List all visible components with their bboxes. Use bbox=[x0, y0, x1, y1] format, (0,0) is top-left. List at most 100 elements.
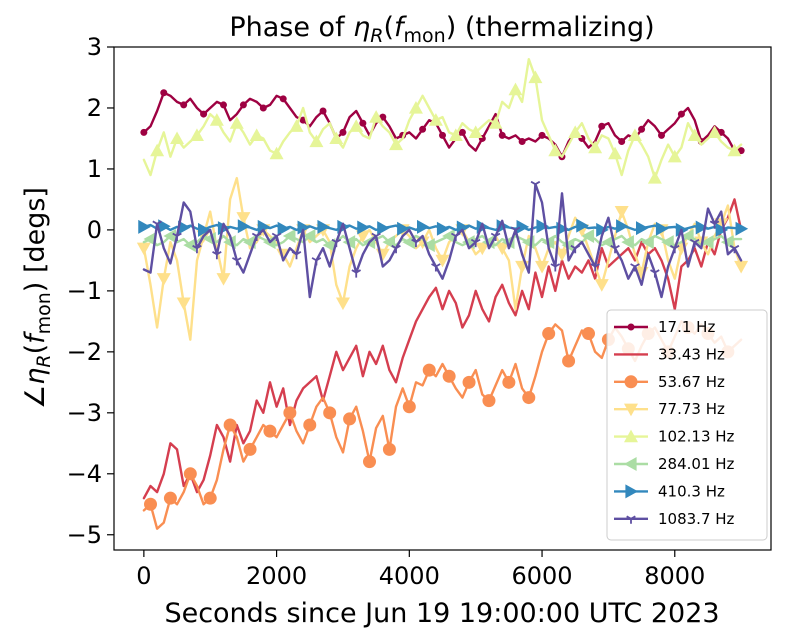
data-point-102-13-hz bbox=[707, 125, 722, 138]
data-point-102-13-hz bbox=[329, 131, 344, 145]
data-point-17-1-hz bbox=[737, 147, 745, 155]
y-tick-label: 1 bbox=[87, 155, 102, 183]
x-axis: 0 2000 4000 6000 8000 bbox=[136, 550, 705, 590]
data-point-77-73-hz bbox=[136, 242, 151, 256]
data-point-102-13-hz bbox=[468, 125, 483, 138]
data-point-284-01-hz bbox=[163, 229, 177, 244]
data-point-77-73-hz bbox=[734, 260, 749, 274]
legend-marker bbox=[625, 484, 638, 499]
data-point-102-13-hz bbox=[448, 128, 463, 142]
data-point-53-67-hz bbox=[502, 375, 516, 389]
legend-item-53-67-hz: 53.67 Hz bbox=[614, 373, 725, 391]
data-point-284-01-hz bbox=[422, 238, 435, 253]
data-point-410-3-hz bbox=[655, 221, 669, 236]
data-point-17-1-hz bbox=[498, 131, 506, 139]
data-point-102-13-hz bbox=[667, 149, 682, 163]
data-point-102-13-hz bbox=[369, 110, 384, 123]
data-point-1083-7-hz bbox=[271, 232, 282, 242]
data-point-17-1-hz bbox=[200, 110, 208, 118]
legend-marker bbox=[627, 323, 635, 331]
data-point-1083-7-hz bbox=[192, 244, 202, 254]
data-point-17-1-hz bbox=[638, 125, 646, 133]
ylabel-paren-open: ( bbox=[20, 344, 51, 355]
data-point-1083-7-hz bbox=[590, 263, 600, 272]
legend-marker bbox=[626, 515, 636, 524]
data-point-1083-7-hz bbox=[470, 238, 481, 248]
data-point-1083-7-hz bbox=[570, 244, 581, 254]
data-point-53-67-hz bbox=[562, 354, 576, 368]
data-point-17-1-hz bbox=[359, 119, 367, 127]
data-point-410-3-hz bbox=[197, 222, 211, 237]
data-point-1083-7-hz bbox=[550, 263, 561, 272]
data-point-1083-7-hz bbox=[172, 232, 182, 242]
data-point-17-1-hz bbox=[160, 89, 168, 97]
data-point-1083-7-hz bbox=[431, 263, 441, 272]
y-axis-label: ∠ηR(fmon) [degs] bbox=[20, 187, 55, 409]
data-point-77-73-hz bbox=[495, 242, 510, 256]
data-point-17-1-hz bbox=[598, 122, 606, 130]
legend-label: 284.01 Hz bbox=[658, 455, 735, 473]
data-point-102-13-hz bbox=[508, 82, 523, 96]
y-tick-label: −1 bbox=[67, 277, 102, 305]
plot-frame bbox=[113, 46, 772, 551]
data-point-410-3-hz bbox=[715, 222, 729, 237]
data-point-410-3-hz bbox=[377, 221, 390, 236]
data-point-1083-7-hz bbox=[411, 238, 421, 248]
data-point-53-67-hz bbox=[542, 327, 556, 341]
data-point-1083-7-hz bbox=[391, 244, 401, 254]
data-point-53-67-hz bbox=[323, 406, 337, 420]
data-point-1083-7-hz bbox=[311, 257, 322, 266]
data-point-410-3-hz bbox=[516, 219, 530, 234]
series-line-1083-7-hz bbox=[142, 182, 743, 299]
data-point-410-3-hz bbox=[695, 220, 709, 235]
title-paren-open: ( bbox=[383, 12, 394, 43]
data-point-102-13-hz bbox=[349, 119, 364, 132]
legend-label: 17.1 Hz bbox=[658, 318, 715, 336]
data-point-102-13-hz bbox=[588, 140, 603, 154]
data-point-17-1-hz bbox=[259, 104, 267, 112]
data-point-53-67-hz bbox=[303, 418, 317, 432]
data-point-17-1-hz bbox=[717, 128, 725, 136]
legend-label: 77.73 Hz bbox=[658, 400, 725, 418]
data-point-77-73-hz bbox=[355, 230, 370, 244]
legend-label: 53.67 Hz bbox=[658, 373, 725, 391]
data-point-17-1-hz bbox=[677, 110, 685, 118]
data-point-102-13-hz bbox=[249, 128, 264, 142]
data-point-53-67-hz bbox=[363, 455, 376, 469]
data-point-410-3-hz bbox=[257, 219, 271, 234]
legend-marker bbox=[624, 375, 638, 389]
data-point-17-1-hz bbox=[658, 131, 665, 139]
y-tick-label: −5 bbox=[67, 521, 102, 549]
data-point-53-67-hz bbox=[183, 467, 197, 481]
data-point-102-13-hz bbox=[488, 116, 503, 129]
data-point-102-13-hz bbox=[229, 116, 244, 129]
data-point-410-3-hz bbox=[158, 219, 171, 234]
data-point-284-01-hz bbox=[581, 229, 595, 244]
x-axis-label: Seconds since Jun 19 19:00:00 UTC 2023 bbox=[164, 598, 719, 629]
data-point-1083-7-hz bbox=[669, 244, 680, 254]
data-point-53-67-hz bbox=[343, 412, 357, 426]
legend-item-284-01-hz: 284.01 Hz bbox=[614, 455, 735, 473]
data-point-53-67-hz bbox=[223, 418, 237, 432]
data-point-17-1-hz bbox=[140, 128, 148, 136]
legend-marker bbox=[624, 403, 638, 417]
data-point-53-67-hz bbox=[402, 400, 416, 414]
x-tick-label: 6000 bbox=[512, 562, 573, 590]
data-point-77-73-hz bbox=[535, 260, 550, 274]
data-point-77-73-hz bbox=[156, 273, 171, 286]
data-point-77-73-hz bbox=[375, 248, 390, 262]
data-point-410-3-hz bbox=[297, 220, 311, 235]
data-point-410-3-hz bbox=[576, 218, 589, 233]
data-point-17-1-hz bbox=[618, 138, 626, 146]
data-point-1083-7-hz bbox=[709, 220, 720, 229]
legend: 17.1 Hz 33.43 Hz 53.67 Hz 77.73 Hz 102.13 Hz… bbox=[606, 309, 768, 541]
legend-item-102-13-hz: 102.13 Hz bbox=[614, 428, 735, 446]
data-point-17-1-hz bbox=[458, 128, 466, 136]
data-point-77-73-hz bbox=[475, 242, 490, 256]
title-paren-close: ) bbox=[446, 12, 457, 43]
data-point-17-1-hz bbox=[518, 138, 526, 146]
y-tick-label: −2 bbox=[67, 338, 102, 366]
data-point-284-01-hz bbox=[302, 229, 316, 244]
data-point-77-73-hz bbox=[236, 212, 251, 225]
data-point-17-1-hz bbox=[220, 101, 227, 109]
